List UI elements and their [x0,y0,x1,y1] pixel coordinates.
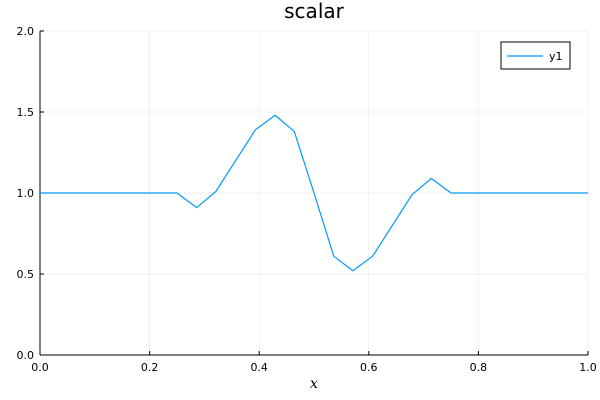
x-tick-label: 0.4 [250,361,268,374]
x-axis-label: x [310,376,318,392]
x-tick-label: 1.0 [579,361,597,374]
x-tick-label: 0.2 [141,361,159,374]
legend-label-y1: y1 [549,50,563,63]
y-tick-label: 1.5 [17,106,35,119]
chart-title: scalar [284,0,344,23]
y-tick-label: 0.5 [17,268,35,281]
y-tick-label: 1.0 [17,187,35,200]
x-tick-label: 0.0 [31,361,49,374]
legend: y1 [500,41,571,70]
y-tick-label: 2.0 [17,25,35,38]
series [40,114,588,272]
x-tick-label: 0.6 [360,361,378,374]
series-line-y1 [40,114,588,272]
y-tick-label: 0.0 [17,349,35,362]
ticks: 0.0 0.2 0.4 0.6 0.8 1.0 0.0 0.5 1.0 1.5 2.0 [17,25,597,374]
x-tick-label: 0.8 [470,361,488,374]
